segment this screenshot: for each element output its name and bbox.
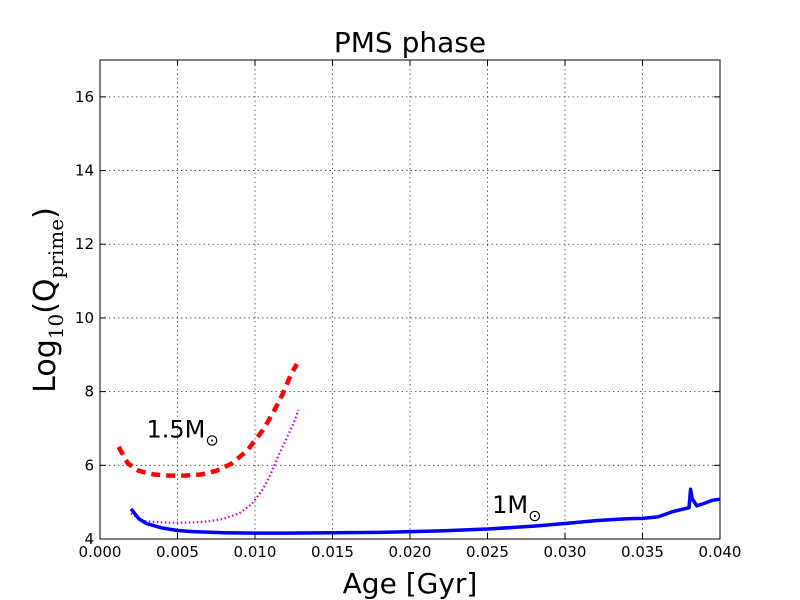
x-tick-label: 0.030 — [544, 543, 587, 561]
x-tick-label: 0.035 — [621, 543, 664, 561]
y-tick-label: 14 — [75, 162, 94, 180]
y-label-prefix-sub: 10 — [44, 314, 68, 339]
chart-title: PMS phase — [334, 26, 486, 59]
series-line-dashed — [116, 362, 299, 478]
series-line-solid — [129, 487, 721, 535]
y-tick-label: 8 — [84, 383, 94, 401]
tick-layer: 0.000 0.005 0.010 0.015 0.020 0.025 0.030 0.035… — [75, 60, 742, 561]
x-tick-label: 0.010 — [234, 543, 277, 561]
sun-symbol-icon: ⊙ — [528, 506, 541, 525]
series-line-dotted — [130, 409, 300, 524]
y-axis-label: Log10(Qprime) — [28, 207, 68, 393]
x-tick-label: 0.005 — [156, 543, 199, 561]
y-tick-label: 4 — [84, 530, 94, 548]
grid-layer — [100, 60, 720, 539]
y-label-var-sub: prime — [44, 219, 68, 279]
y-tick-label: 6 — [84, 456, 94, 474]
annotation-label: 1M⊙ — [492, 491, 541, 525]
x-tick-label: 0.000 — [79, 543, 122, 561]
x-axis-label: Age [Gyr] — [343, 567, 478, 600]
annotation-text: 1M — [492, 491, 528, 519]
y-label-open: (Q — [28, 278, 63, 313]
x-tick-label: 0.025 — [466, 543, 509, 561]
x-tick-label: 0.015 — [311, 543, 354, 561]
x-tick-label: 0.020 — [389, 543, 432, 561]
y-tick-label: 10 — [75, 309, 94, 327]
y-tick-label: 12 — [75, 235, 94, 253]
series-layer — [116, 362, 721, 535]
y-label-prefix: Log — [28, 339, 63, 393]
annotation-label: 1.5M⊙ — [147, 416, 219, 450]
sun-symbol-icon: ⊙ — [205, 431, 218, 450]
y-tick-label: 16 — [75, 88, 94, 106]
x-tick-label: 0.040 — [699, 543, 742, 561]
annotation-text: 1.5M — [147, 416, 206, 444]
annotation-layer: 1.5M⊙1M⊙ — [147, 416, 542, 526]
y-label-close: ) — [28, 207, 63, 219]
